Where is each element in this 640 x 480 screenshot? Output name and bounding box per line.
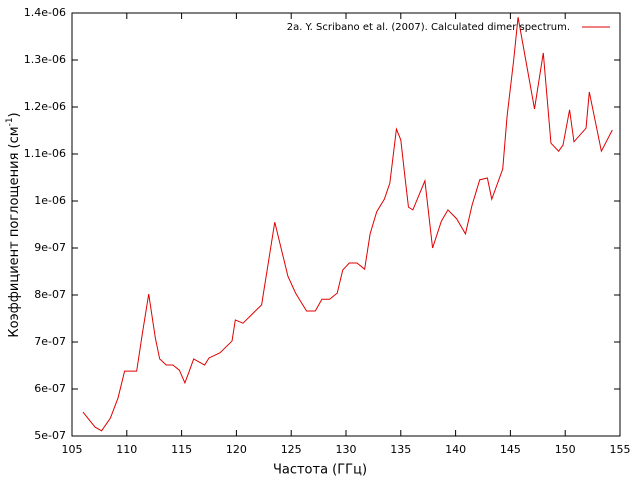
- y-tick-label: 1e-06: [34, 194, 66, 207]
- x-tick-label: 155: [610, 443, 631, 456]
- y-tick-label: 1.2e-06: [24, 100, 66, 113]
- y-tick-label: 5e-07: [34, 429, 66, 442]
- x-axis-label: Частота (ГГц): [273, 463, 367, 478]
- plot-frame: [71, 12, 621, 437]
- x-tick-label: 140: [445, 443, 466, 456]
- y-tick-label: 7e-07: [34, 335, 66, 348]
- x-tick-label: 125: [281, 443, 302, 456]
- y-tick-label: 6e-07: [34, 382, 66, 395]
- y-tick-label: 1.4e-06: [24, 6, 66, 19]
- y-tick-label: 1.3e-06: [24, 53, 66, 66]
- y-tick-label: 9e-07: [34, 241, 66, 254]
- x-tick-label: 110: [116, 443, 137, 456]
- x-tick-label: 135: [390, 443, 411, 456]
- y-axis-label: Коэффициент поглощения (см-1): [5, 112, 22, 337]
- y-tick-label: 1.1e-06: [24, 147, 66, 160]
- x-tick-label: 105: [62, 443, 83, 456]
- y-axis-label-sup: -1: [5, 117, 15, 126]
- x-tick-label: 150: [555, 443, 576, 456]
- series-line: [82, 17, 613, 432]
- y-axis-label-main: Коэффициент поглощения (см: [7, 126, 22, 337]
- y-tick-label: 8e-07: [34, 288, 66, 301]
- x-tick-label: 130: [336, 443, 357, 456]
- x-tick-label: 120: [226, 443, 247, 456]
- legend-label: 2a. Y. Scribano et al. (2007). Calculate…: [287, 22, 570, 33]
- x-tick-label: 145: [500, 443, 521, 456]
- y-axis-label-end: ): [7, 112, 22, 117]
- x-tick-label: 115: [171, 443, 192, 456]
